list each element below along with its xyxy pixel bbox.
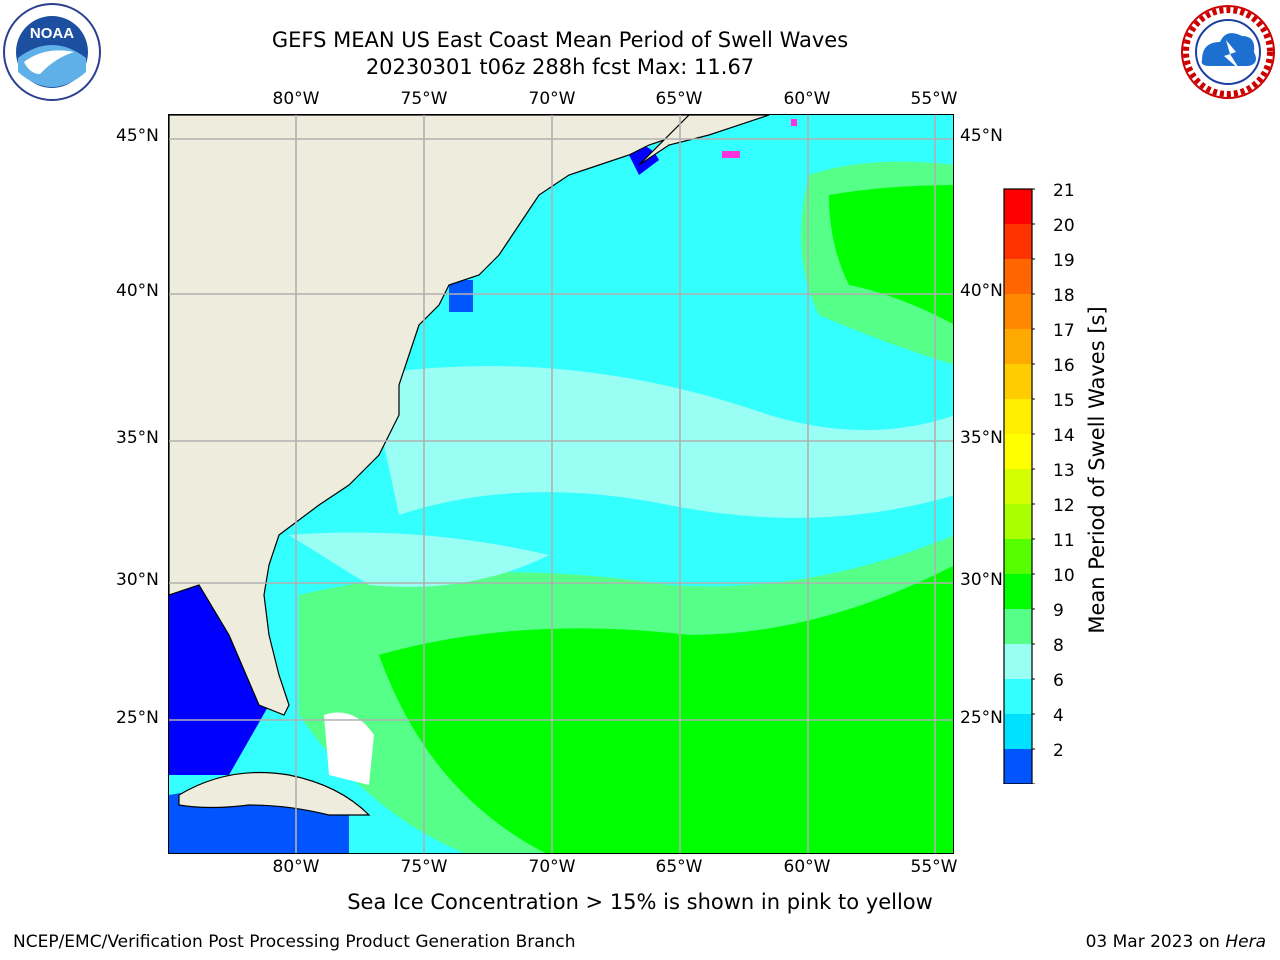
colorbar-segment [1004, 259, 1032, 294]
lon-label-bottom-55w: 55°W [910, 857, 958, 877]
colorbar-segment [1004, 644, 1032, 679]
gulf-low-period-zone [169, 581, 269, 775]
sea-ice-marker [722, 151, 740, 158]
colorbar-tick-19: 19 [1053, 251, 1075, 271]
colorbar-tick-21: 21 [1053, 181, 1075, 201]
colorbar-segment [1004, 749, 1032, 784]
lon-label-bottom-75w: 75°W [400, 857, 448, 877]
colorbar-tick-18: 18 [1053, 286, 1075, 306]
lon-label-bottom-60w: 60°W [783, 857, 831, 877]
colorbar-segment [1004, 539, 1032, 574]
lon-label-top-80w: 80°W [272, 89, 320, 109]
colorbar-segment [1004, 679, 1032, 714]
lon-label-top-75w: 75°W [400, 89, 448, 109]
colorbar-tick-14: 14 [1053, 426, 1075, 446]
swell-zone-10-11s-south [379, 566, 953, 853]
colorbar-segment [1004, 469, 1032, 504]
colorbar-tick-20: 20 [1053, 216, 1075, 236]
footer-date-text: 03 Mar 2023 on [1085, 932, 1220, 952]
lat-label-left-30n: 30°N [116, 570, 159, 590]
swell-zone-8-9s-coastal [289, 532, 549, 587]
lat-label-left-35n: 35°N [116, 428, 159, 448]
colorbar-segment [1004, 189, 1032, 224]
colorbar-segment [1004, 504, 1032, 539]
colorbar-segment [1004, 329, 1032, 364]
colorbar-segment [1004, 224, 1032, 259]
nws-logo [1181, 5, 1275, 99]
noaa-logo: NOAA [3, 3, 101, 101]
colorbar-segment [1004, 364, 1032, 399]
colorbar-border [1003, 188, 1033, 784]
lat-label-left-40n: 40°N [116, 281, 159, 301]
cuba-land [178, 771, 371, 816]
colorbar-tick-9: 9 [1053, 601, 1064, 621]
lat-label-right-45n: 45°N [960, 126, 1003, 146]
lon-label-top-60w: 60°W [783, 89, 831, 109]
colorbar-tick-13: 13 [1053, 461, 1075, 481]
colorbar-segment [1004, 399, 1032, 434]
lon-label-top-70w: 70°W [528, 89, 576, 109]
lat-label-right-25n: 25°N [960, 708, 1003, 728]
lon-label-bottom-80w: 80°W [272, 857, 320, 877]
sea-ice-marker [791, 119, 797, 126]
lat-label-right-40n: 40°N [960, 281, 1003, 301]
colorbar-tick-16: 16 [1053, 356, 1075, 376]
colorbar-segment [1004, 714, 1032, 749]
lon-label-top-55w: 55°W [910, 89, 958, 109]
lat-label-right-35n: 35°N [960, 428, 1003, 448]
map-subtitle: 20230301 t06z 288h fcst Max: 11.67 [365, 55, 755, 79]
lat-label-left-25n: 25°N [116, 708, 159, 728]
colorbar [1003, 188, 1035, 784]
lon-label-bottom-65w: 65°W [655, 857, 703, 877]
footer-date: 03 Mar 2023 on Hera [1086, 932, 1266, 952]
swell-zone-8-9s-mid [369, 366, 953, 518]
lat-label-right-30n: 30°N [960, 570, 1003, 590]
bahamas-land [324, 712, 374, 785]
map-graticule [169, 115, 953, 853]
colorbar-tick-10: 10 [1053, 566, 1075, 586]
colorbar-tick-4: 4 [1053, 706, 1064, 726]
noaa-logo-text: NOAA [30, 25, 74, 42]
colorbar-tick-12: 12 [1053, 496, 1075, 516]
lon-label-bottom-70w: 70°W [528, 857, 576, 877]
colorbar-segment [1004, 294, 1032, 329]
colorbar-tick-11: 11 [1053, 531, 1075, 551]
us-east-coast-land [169, 115, 690, 716]
colorbar-tick-17: 17 [1053, 321, 1075, 341]
colorbar-title: Mean Period of Swell Waves [s] [1085, 306, 1109, 634]
lon-label-top-65w: 65°W [655, 89, 703, 109]
colorbar-segment [1004, 434, 1032, 469]
colorbar-tick-8: 8 [1053, 636, 1064, 656]
map-panel [168, 114, 954, 854]
colorbar-tick-2: 2 [1053, 741, 1064, 761]
new-york-bight-zone [449, 280, 473, 312]
map-title: GEFS MEAN US East Coast Mean Period of S… [271, 28, 849, 52]
colorbar-tick-15: 15 [1053, 391, 1075, 411]
footer-credit: NCEP/EMC/Verification Post Processing Pr… [13, 932, 576, 952]
colorbar-segment [1004, 574, 1032, 609]
colorbar-segment [1004, 609, 1032, 644]
swell-period-map [169, 115, 953, 853]
footer-machine: Hera [1225, 932, 1266, 952]
swell-zone-10-11s-northeast [829, 185, 953, 324]
lat-label-left-45n: 45°N [116, 126, 159, 146]
colorbar-tick-6: 6 [1053, 671, 1064, 691]
sea-ice-note: Sea Ice Concentration > 15% is shown in … [347, 890, 933, 914]
